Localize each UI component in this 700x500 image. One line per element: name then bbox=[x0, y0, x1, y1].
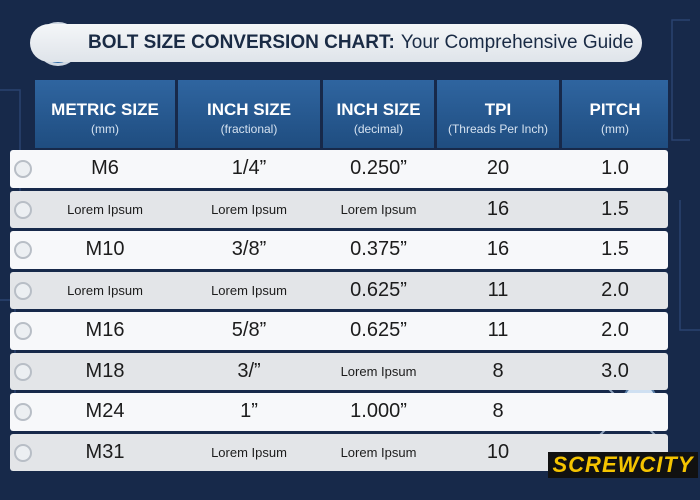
row-icon bbox=[14, 241, 32, 259]
table-cell: 0.625” bbox=[350, 278, 407, 301]
table-cell: 1” bbox=[240, 400, 258, 423]
table-cell: M10 bbox=[85, 238, 125, 261]
table-cell: 1/4” bbox=[231, 157, 267, 180]
table-cell: M16 bbox=[85, 319, 125, 342]
table-cell: 1.000” bbox=[350, 400, 407, 423]
table-cell: 5/8” bbox=[231, 319, 267, 342]
row-icon bbox=[14, 362, 32, 381]
header-unit: (mm) bbox=[601, 122, 629, 136]
row-background bbox=[10, 352, 668, 390]
column-header: METRIC SIZE (mm) bbox=[35, 80, 175, 148]
row-background bbox=[10, 190, 668, 228]
row-background bbox=[10, 271, 668, 309]
header-title: PITCH bbox=[589, 100, 641, 119]
table-cell: 16 bbox=[486, 238, 510, 261]
row-background bbox=[10, 150, 668, 188]
row-background bbox=[10, 312, 668, 350]
table-cell: 20 bbox=[486, 157, 510, 180]
row-icon bbox=[14, 281, 32, 300]
table-cell: Lorem Ipsum bbox=[340, 201, 417, 217]
row-icon bbox=[14, 200, 32, 219]
column-header: INCH SIZE (fractional) bbox=[178, 80, 320, 148]
header-unit: (decimal) bbox=[353, 122, 404, 136]
table-cell: Lorem Ipsum bbox=[211, 282, 287, 298]
header-unit: (mm) bbox=[91, 122, 119, 136]
table-cell: 0.375” bbox=[350, 238, 407, 261]
table-cell: 3.0 bbox=[601, 359, 629, 382]
table-cell: Lorem Ipsum bbox=[67, 282, 143, 298]
table-cell: 11 bbox=[487, 278, 509, 301]
header-title: INCH SIZE bbox=[206, 100, 292, 119]
row-icon bbox=[14, 160, 32, 178]
table-cell: 1.5 bbox=[601, 238, 629, 261]
subtitle: Your Comprehensive Guide bbox=[400, 32, 634, 53]
row-background bbox=[10, 393, 668, 431]
row-icon bbox=[14, 443, 32, 462]
table-cell: 8 bbox=[492, 400, 504, 423]
header-unit: (Threads Per Inch) bbox=[447, 122, 549, 136]
table-cell: Lorem Ipsum bbox=[211, 444, 287, 460]
table-cell: 8 bbox=[492, 359, 504, 382]
table-cell: 3/” bbox=[237, 359, 261, 382]
row-background bbox=[10, 231, 668, 269]
table-cell: 1.5 bbox=[601, 197, 629, 220]
title-bar: BOLT SIZE CONVERSION CHART: Your Comprehe… bbox=[30, 24, 642, 62]
title: BOLT SIZE CONVERSION CHART: bbox=[88, 32, 395, 53]
header-title: METRIC SIZE bbox=[51, 100, 159, 119]
table-cell: 2.0 bbox=[601, 319, 629, 342]
table-cell: 11 bbox=[487, 319, 509, 342]
table-cell: 10 bbox=[486, 440, 510, 463]
column-header: INCH SIZE (decimal) bbox=[323, 80, 434, 148]
table-cell: Lorem Ipsum bbox=[211, 201, 287, 217]
table-cell: 0.625” bbox=[350, 319, 407, 342]
header-title: INCH SIZE bbox=[336, 100, 421, 119]
column-header: TPI (Threads Per Inch) bbox=[437, 80, 559, 148]
table-cell: M24 bbox=[85, 400, 125, 423]
table-cell: Lorem Ipsum bbox=[67, 201, 143, 217]
logo: SCREWCITY bbox=[548, 452, 698, 478]
table-cell: 1.0 bbox=[601, 157, 629, 180]
table-cell: Lorem Ipsum bbox=[340, 444, 417, 460]
table-cell: M31 bbox=[85, 440, 125, 463]
table-cell: 2.0 bbox=[601, 278, 629, 301]
table-cell: 0.250” bbox=[350, 157, 407, 180]
table-cell: 16 bbox=[486, 197, 510, 220]
table-cell: M6 bbox=[91, 157, 119, 180]
row-icon bbox=[14, 403, 32, 421]
table-cell: Lorem Ipsum bbox=[340, 363, 417, 379]
header-title: TPI bbox=[484, 100, 512, 119]
row-icon bbox=[14, 322, 32, 340]
table-cell: 3/8” bbox=[231, 238, 267, 261]
column-header: PITCH (mm) bbox=[562, 80, 668, 148]
table-cell: M18 bbox=[85, 359, 125, 382]
header-unit: (fractional) bbox=[220, 122, 278, 136]
